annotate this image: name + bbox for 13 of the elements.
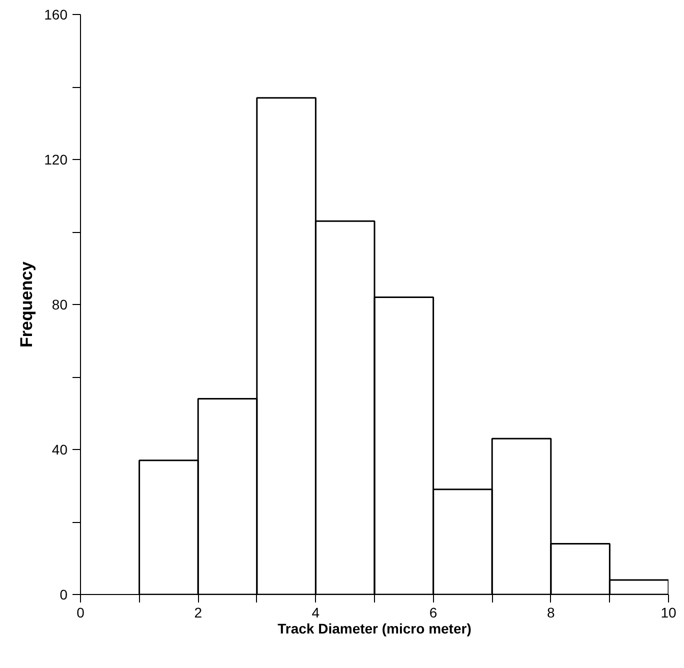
x-tick-label: 10 (660, 604, 676, 620)
x-tick-label: 2 (194, 604, 202, 620)
y-tick-label: 80 (52, 296, 68, 312)
x-tick-label: 4 (312, 604, 320, 620)
x-axis-title: Track Diameter (micro meter) (278, 620, 472, 636)
y-tick-label: 40 (52, 442, 68, 458)
y-axis-title: Frequency (17, 260, 36, 348)
y-tick-label: 0 (60, 586, 68, 602)
x-tick-label: 0 (76, 604, 85, 620)
y-tick-label: 160 (44, 6, 68, 22)
x-tick-label: 6 (429, 604, 438, 620)
x-tick-label: 8 (547, 604, 556, 620)
y-tick-label: 120 (44, 152, 68, 168)
